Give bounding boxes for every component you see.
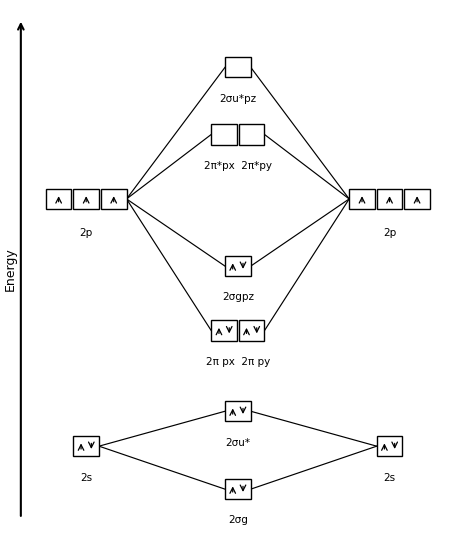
Bar [377, 436, 402, 456]
Bar [225, 479, 251, 500]
Bar [225, 256, 251, 276]
Text: 2s: 2s [383, 472, 396, 483]
Text: 2p: 2p [80, 228, 93, 238]
Text: 2σgpz: 2σgpz [222, 293, 254, 302]
Text: 2σg: 2σg [228, 515, 248, 526]
Text: 2σu*: 2σu* [225, 438, 250, 447]
Text: 2s: 2s [80, 472, 92, 483]
Bar [101, 189, 127, 209]
Bar [239, 124, 264, 144]
Bar [73, 189, 99, 209]
Bar [211, 320, 237, 341]
Bar [211, 124, 237, 144]
Bar [46, 189, 72, 209]
Text: Energy: Energy [4, 247, 17, 291]
Bar [377, 189, 402, 209]
Bar [239, 320, 264, 341]
Text: 2p: 2p [383, 228, 396, 238]
Bar [349, 189, 375, 209]
Bar [73, 436, 99, 456]
Bar [225, 57, 251, 78]
Text: 2π px  2π py: 2π px 2π py [206, 357, 270, 367]
Text: 2σu*pz: 2σu*pz [219, 93, 256, 104]
Text: 2π*px  2π*py: 2π*px 2π*py [204, 161, 272, 171]
Bar [404, 189, 430, 209]
Bar [225, 401, 251, 421]
